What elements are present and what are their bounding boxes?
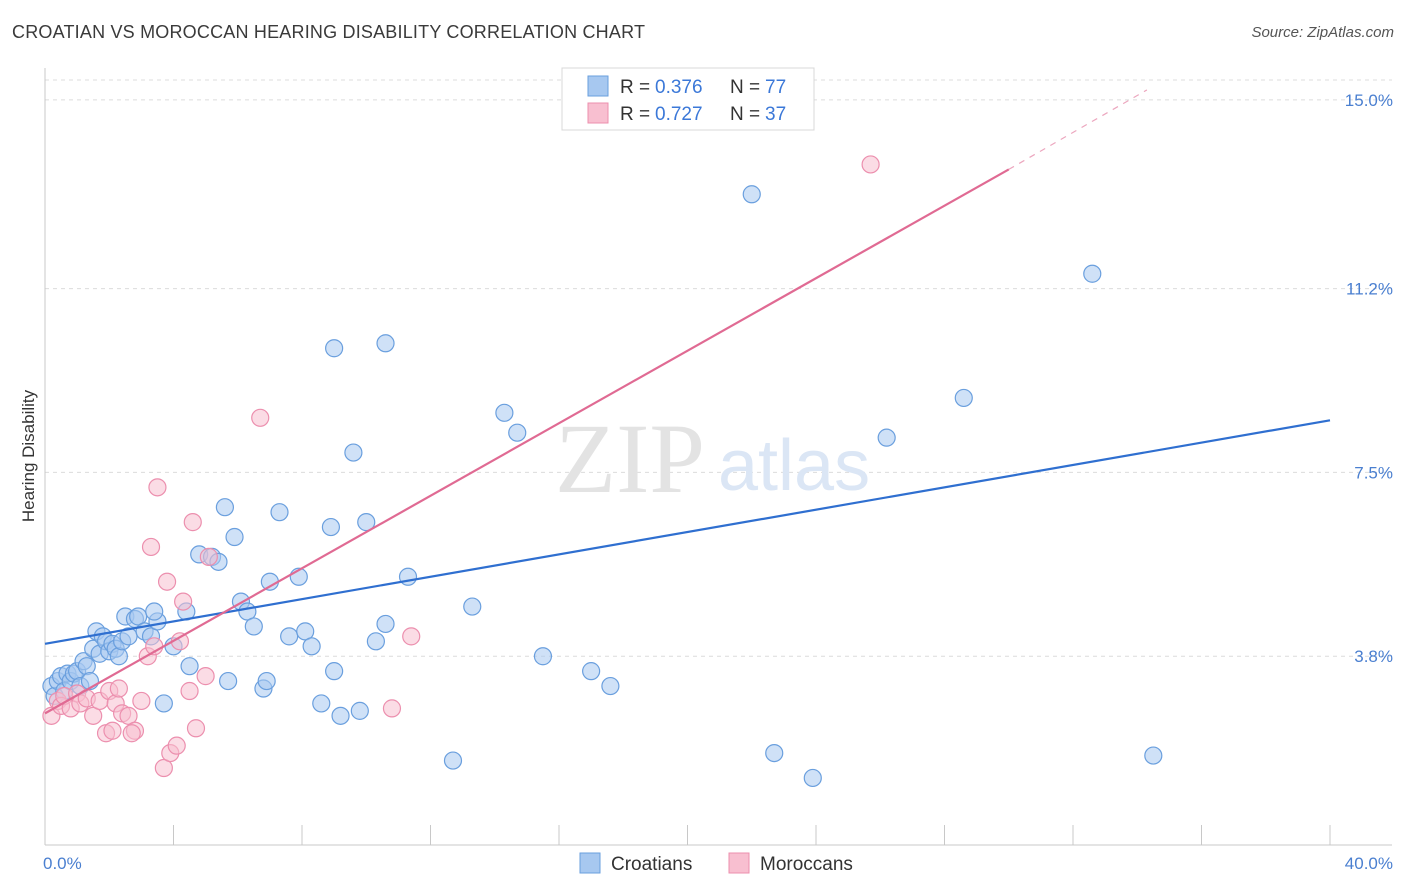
croatian-point: [376, 614, 395, 634]
moroccan-point: [861, 155, 880, 174]
croatian-point: [357, 513, 376, 532]
croatian-point: [270, 503, 289, 522]
legend-r-value-1: 0.727: [655, 104, 703, 125]
bottom-legend: Croatians Moroccans: [579, 852, 853, 875]
croatian-point: [331, 706, 350, 725]
moroccan-point: [103, 721, 122, 740]
moroccan-point: [141, 537, 161, 557]
croatian-point: [877, 428, 896, 447]
watermark: ZIP atlas: [555, 403, 870, 514]
croatian-point: [1144, 746, 1163, 765]
croatian-point: [803, 768, 822, 788]
croatian-point: [145, 602, 164, 621]
croatian-point: [321, 517, 341, 537]
legend-r-label-0: R =: [620, 77, 650, 98]
croatian-point: [280, 627, 299, 646]
moroccan-point: [132, 691, 151, 711]
croatian-point: [215, 498, 234, 517]
legend-swatch-croatians: [587, 75, 609, 97]
croatian-point: [1083, 264, 1102, 283]
legend-n-value-0: 77: [765, 77, 786, 98]
watermark-zip: ZIP: [555, 403, 705, 514]
watermark-atlas: atlas: [718, 426, 870, 506]
croatian-point: [154, 694, 173, 713]
scatter-points: [42, 155, 1163, 788]
moroccan-point: [183, 513, 202, 532]
bottom-legend-swatch-moroccans: [728, 852, 750, 874]
moroccan-point: [148, 478, 167, 497]
croatian-point: [344, 443, 363, 462]
moroccan-point: [167, 736, 186, 755]
croatian-trend-line: [44, 419, 1331, 645]
croatian-point: [765, 744, 784, 763]
source-label: Source: ZipAtlas.com: [1251, 24, 1394, 41]
croatian-point: [325, 662, 344, 681]
moroccan-point: [122, 724, 141, 743]
tick-labels: 3.8% 7.5% 11.2% 15.0% 0.0% 40.0%: [43, 91, 1393, 873]
moroccan-point: [157, 572, 177, 591]
gridlines: [45, 79, 1392, 657]
croatian-point: [325, 339, 344, 358]
croatian-point: [257, 671, 276, 691]
x-tick-label-end: 40.0%: [1345, 854, 1393, 873]
croatian-point: [533, 647, 553, 666]
croatian-point: [443, 751, 463, 770]
croatian-point: [508, 423, 527, 442]
trend-lines: [44, 89, 1331, 715]
y-tick-label: 11.2%: [1346, 280, 1393, 299]
croatian-point: [601, 676, 620, 696]
croatian-point: [302, 637, 321, 656]
x-tick-label-start: 0.0%: [43, 854, 82, 873]
y-tick-label: 15.0%: [1345, 91, 1393, 110]
croatian-point: [376, 334, 395, 353]
y-tick-label: 7.5%: [1354, 463, 1393, 482]
moroccan-point: [382, 699, 402, 718]
moroccan-point: [109, 679, 128, 698]
croatian-point: [366, 632, 385, 651]
croatian-point: [350, 701, 369, 720]
moroccan-trend-extension: [1008, 89, 1148, 170]
legend-n-value-1: 37: [765, 104, 786, 125]
bottom-legend-moroccans: Moroccans: [760, 854, 853, 875]
chart-title: CROATIAN VS MOROCCAN HEARING DISABILITY …: [12, 22, 646, 42]
y-axis-title: Hearing Disability: [19, 389, 38, 522]
croatian-point: [77, 657, 96, 676]
croatian-point: [312, 694, 331, 713]
legend-r-label-1: R =: [620, 104, 650, 125]
bottom-legend-croatians: Croatians: [611, 854, 692, 875]
croatian-point: [225, 527, 244, 547]
croatian-point: [463, 597, 482, 616]
croatian-point: [742, 185, 761, 204]
moroccan-point: [251, 408, 270, 427]
legend-swatch-moroccans: [587, 102, 609, 124]
legend-r-value-0: 0.376: [655, 77, 703, 98]
legend-n-label-0: N =: [730, 77, 760, 98]
moroccan-point: [174, 592, 193, 611]
moroccan-point: [180, 681, 199, 701]
croatian-point: [219, 671, 238, 691]
croatian-point: [109, 647, 128, 666]
moroccan-point: [402, 627, 421, 646]
croatian-point: [495, 403, 514, 422]
moroccan-point: [199, 547, 218, 566]
legend: R = 0.376 N = 77 R = 0.727 N = 37: [561, 67, 815, 131]
moroccan-point: [196, 667, 215, 686]
croatian-point: [954, 388, 973, 408]
moroccan-trend-line: [44, 168, 1010, 715]
moroccan-point: [186, 719, 206, 738]
croatian-point: [244, 617, 263, 636]
croatian-point: [582, 662, 601, 681]
legend-n-label-1: N =: [730, 104, 760, 125]
y-tick-label: 3.8%: [1354, 647, 1393, 666]
croatian-point: [180, 657, 199, 676]
bottom-legend-swatch-croatians: [579, 852, 601, 874]
